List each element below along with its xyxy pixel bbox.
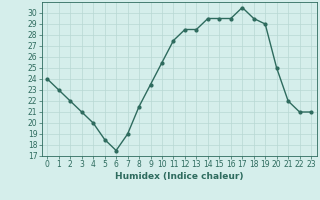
X-axis label: Humidex (Indice chaleur): Humidex (Indice chaleur) xyxy=(115,172,244,181)
